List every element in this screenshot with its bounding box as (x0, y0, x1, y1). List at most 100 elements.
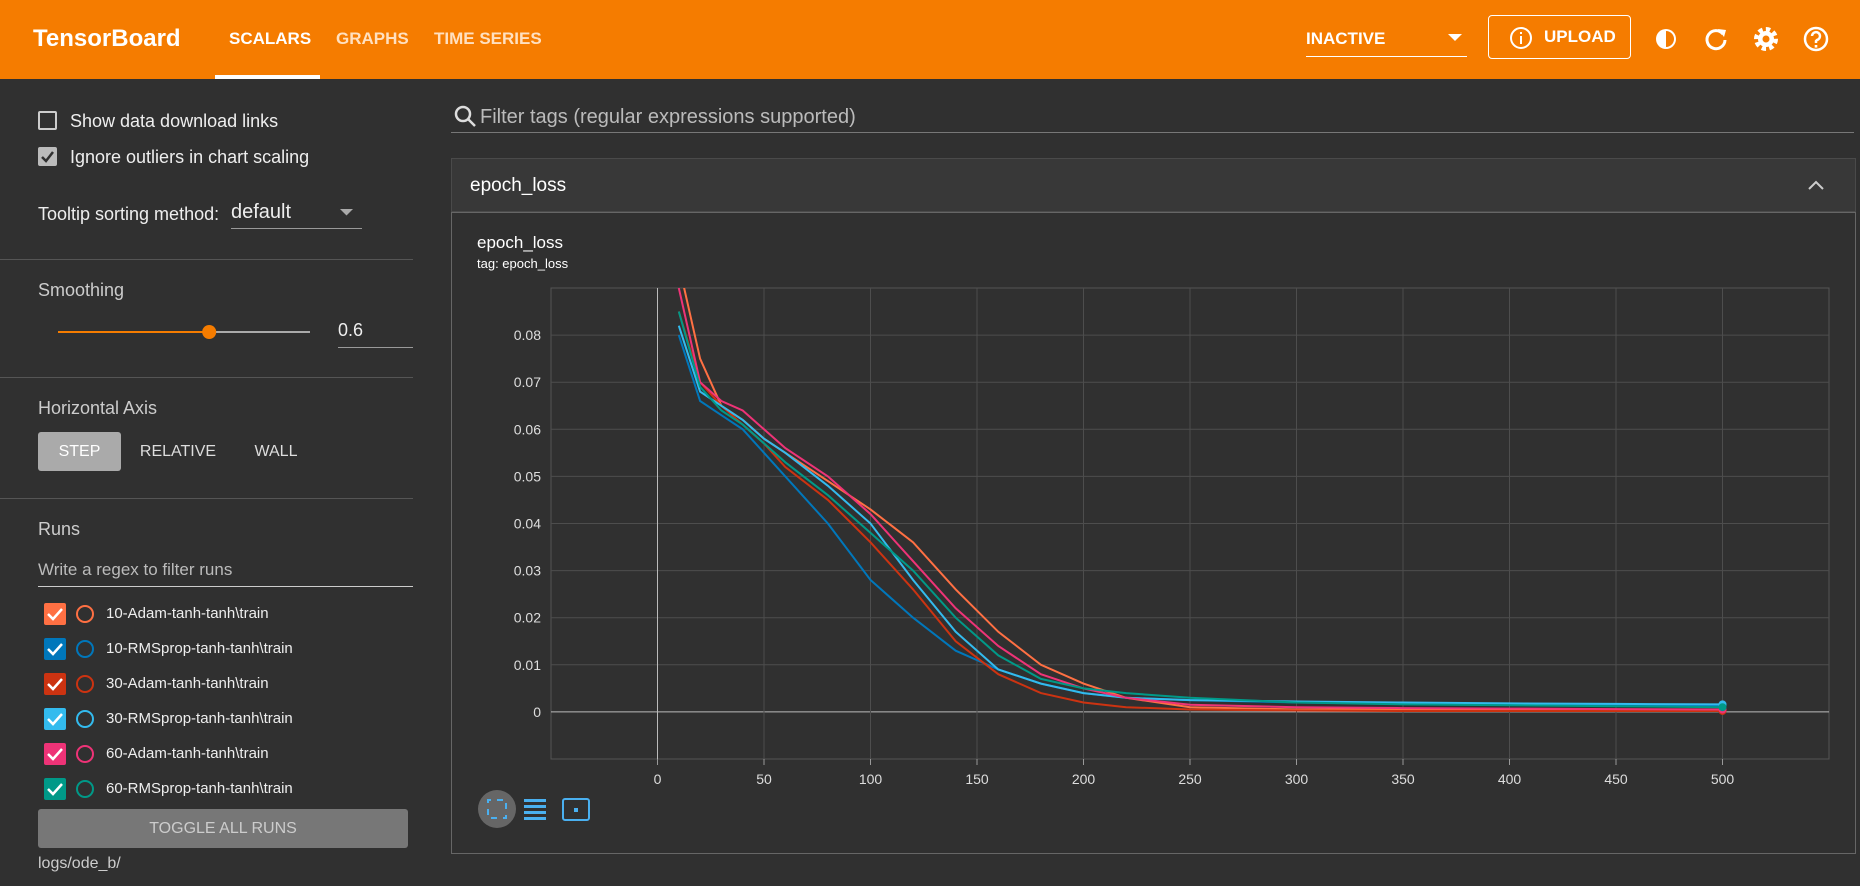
y-tick-label: 0.01 (514, 657, 541, 673)
x-tick-label: 450 (1604, 771, 1628, 787)
collapse-icon[interactable] (1808, 179, 1824, 191)
log-icon[interactable] (524, 799, 546, 820)
check (47, 643, 63, 656)
run-color (76, 745, 94, 763)
x-tick-label: 150 (965, 771, 989, 787)
y-tick-label: 0.03 (514, 563, 541, 579)
x-tick-label: 400 (1498, 771, 1522, 787)
separator (0, 377, 413, 378)
download-icon[interactable] (562, 798, 590, 821)
help-icon[interactable] (1802, 25, 1830, 53)
axis-option[interactable]: STEP (38, 432, 121, 471)
upload-label: UPLOAD (1544, 27, 1616, 46)
section-label: Horizontal Axis (38, 398, 158, 418)
status-select[interactable]: INACTIVE (1306, 29, 1386, 48)
x-tick-label: 50 (756, 771, 772, 787)
smoothing-slider[interactable] (50, 320, 330, 344)
run-color (76, 710, 94, 728)
toggle-runs-button[interactable]: TOGGLE ALL RUNS (38, 809, 408, 848)
upload-button[interactable]: UPLOAD (1488, 15, 1631, 59)
check (47, 748, 63, 761)
header: TensorBoard SCALARS GRAPHS TIME SERIES I… (0, 0, 1860, 79)
info-icon (1510, 27, 1532, 49)
group-header[interactable]: epoch_loss (451, 158, 1856, 212)
run-color (76, 640, 94, 658)
smoothing-value[interactable]: 0.6 (338, 320, 364, 340)
run-checkbox[interactable] (44, 708, 66, 730)
series-line (677, 334, 1723, 707)
reload-icon[interactable] (1703, 26, 1729, 52)
y-tick-label: 0 (533, 704, 541, 720)
y-tick-label: 0.04 (514, 516, 541, 532)
option-label: Ignore outliers in chart scaling (70, 147, 310, 167)
tab[interactable]: TIME SERIES (434, 29, 542, 48)
runs-filter[interactable]: Write a regex to filter runs (38, 560, 233, 579)
checkbox[interactable] (38, 111, 57, 130)
y-tick-label: 0.08 (514, 327, 541, 343)
run-color (76, 605, 94, 623)
run-label: 60-RMSprop-tanh-tanh\train (106, 780, 293, 797)
check (41, 151, 54, 163)
series-line (677, 311, 1723, 709)
chart-card: epoch_loss tag: epoch_loss 0 0.01 0.02 0.03… (451, 212, 1856, 854)
tag-filter[interactable]: Filter tags (regular expressions support… (480, 106, 856, 128)
slider-thumb (202, 325, 217, 339)
section-label: Runs (38, 519, 81, 539)
run-checkbox[interactable] (44, 673, 66, 695)
dropdown-arrow (1448, 34, 1462, 41)
settings-icon[interactable] (1752, 25, 1780, 53)
y-tick-label: 0.07 (514, 374, 541, 390)
input-underline (38, 586, 413, 587)
run-color (76, 780, 94, 798)
separator (0, 259, 413, 260)
end-point (1718, 703, 1727, 712)
tab[interactable]: GRAPHS (336, 29, 409, 48)
x-tick-label: 250 (1178, 771, 1202, 787)
y-tick-label: 0.05 (514, 468, 541, 484)
x-tick-label: 500 (1711, 771, 1735, 787)
series-line (683, 288, 1723, 712)
run-label: 30-RMSprop-tanh-tanh\train (106, 710, 293, 727)
run-checkbox[interactable] (44, 778, 66, 800)
search-icon (454, 105, 476, 127)
x-tick-label: 300 (1285, 771, 1309, 787)
chart-subtitle: tag: epoch_loss (477, 256, 569, 271)
dropdown-arrow (340, 209, 353, 216)
app-title: TensorBoard (33, 25, 181, 52)
tooltip-select[interactable]: default (231, 201, 292, 223)
x-tick-label: 0 (654, 771, 662, 787)
run-color (76, 675, 94, 693)
y-tick-label: 0.02 (514, 610, 541, 626)
run-checkbox[interactable] (44, 743, 66, 765)
run-checkbox[interactable] (44, 638, 66, 660)
run-label: 10-Adam-tanh-tanh\train (106, 605, 269, 622)
check (47, 678, 63, 691)
x-tick-label: 200 (1072, 771, 1096, 787)
logdir: logs/ode_b/ (38, 855, 121, 872)
tab[interactable]: SCALARS (229, 29, 312, 48)
theme-icon[interactable] (1652, 25, 1680, 53)
run-label: 30-Adam-tanh-tanh\train (106, 675, 269, 692)
x-tick-label: 100 (859, 771, 883, 787)
check (47, 783, 63, 796)
tooltip-label: Tooltip sorting method: (38, 204, 220, 224)
select-underline (231, 228, 362, 229)
axis-option[interactable]: RELATIVE (139, 443, 217, 460)
section-label: Smoothing (38, 280, 125, 300)
run-checkbox[interactable] (44, 603, 66, 625)
check (47, 713, 63, 726)
run-label: 10-RMSprop-tanh-tanh\train (106, 640, 293, 657)
checkbox[interactable] (38, 147, 57, 166)
axis-option[interactable]: WALL (254, 443, 298, 460)
run-label: 60-Adam-tanh-tanh\train (106, 745, 269, 762)
input-underline (451, 132, 1854, 133)
group-title: epoch_loss (470, 175, 567, 196)
fit-icon[interactable] (478, 790, 516, 828)
option-label: Show data download links (70, 111, 279, 131)
tab-indicator (215, 75, 320, 79)
series-line (677, 288, 1723, 711)
x-tick-label: 350 (1391, 771, 1415, 787)
check (47, 608, 63, 621)
select-underline (1306, 56, 1467, 57)
